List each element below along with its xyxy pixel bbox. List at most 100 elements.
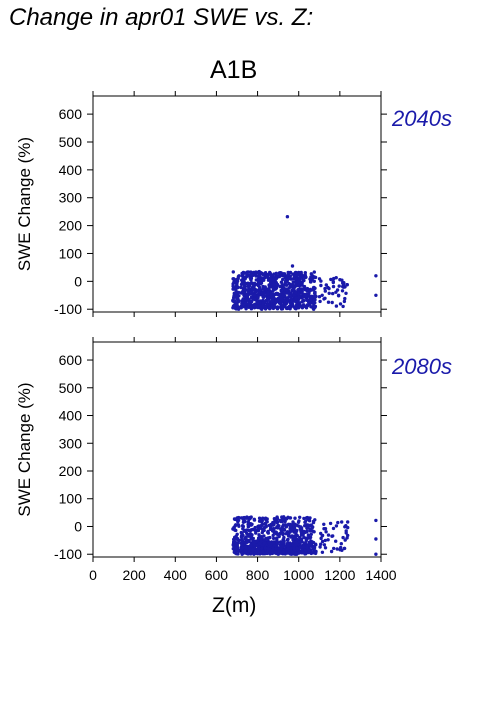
- panel-label-bottom: 2080s: [392, 354, 452, 379]
- data-point: [256, 537, 261, 542]
- data-point: [312, 530, 316, 534]
- data-point: [326, 538, 330, 542]
- data-point: [275, 305, 280, 309]
- data-point: [283, 305, 287, 309]
- data-point: [231, 542, 235, 547]
- data-point: [262, 541, 266, 545]
- data-point: [303, 295, 307, 299]
- data-point: [251, 549, 255, 553]
- y-axis-label: SWE Change (%): [15, 382, 34, 516]
- data-point: [339, 545, 343, 550]
- data-point: [342, 299, 347, 304]
- data-point: [374, 537, 378, 541]
- data-point: [312, 291, 317, 295]
- data-point: [342, 546, 347, 551]
- y-tick-label: 200: [59, 463, 83, 479]
- data-point: [249, 295, 254, 300]
- data-point: [288, 516, 293, 520]
- data-point: [337, 284, 341, 288]
- data-point: [274, 547, 278, 551]
- data-point: [240, 546, 245, 550]
- data-point: [256, 296, 260, 300]
- data-point: [286, 537, 290, 542]
- data-point: [313, 295, 317, 300]
- data-point: [295, 523, 299, 528]
- data-point: [346, 520, 350, 524]
- data-point: [306, 525, 310, 529]
- data-point: [329, 549, 334, 554]
- data-point: [283, 302, 287, 306]
- data-point: [303, 524, 307, 528]
- data-point: [338, 302, 343, 306]
- data-point: [323, 286, 327, 291]
- data-point: [312, 279, 316, 283]
- data-point: [232, 526, 236, 530]
- data-point: [280, 283, 284, 287]
- data-point: [288, 301, 293, 306]
- data-point: [274, 276, 278, 281]
- data-point: [240, 274, 244, 278]
- y-tick-label: 0: [74, 273, 82, 289]
- data-point: [300, 274, 304, 278]
- data-point: [285, 215, 290, 219]
- data-point: [279, 289, 284, 294]
- data-point: [241, 298, 245, 302]
- data-point: [312, 286, 317, 290]
- y-tick-label: 0: [74, 518, 82, 534]
- data-point: [293, 284, 297, 289]
- data-point: [235, 532, 239, 536]
- data-point: [345, 283, 349, 287]
- data-point: [282, 515, 286, 519]
- data-point: [311, 520, 316, 525]
- data-point: [322, 527, 326, 531]
- data-point: [341, 284, 345, 289]
- y-tick-label: 100: [59, 245, 83, 261]
- data-point: [298, 515, 302, 519]
- data-point: [264, 536, 268, 541]
- data-point: [338, 278, 342, 282]
- data-point: [296, 551, 300, 555]
- data-point: [331, 291, 335, 296]
- data-point: [320, 539, 325, 544]
- data-point: [343, 525, 347, 529]
- data-point: [260, 523, 264, 528]
- data-point: [271, 296, 275, 300]
- data-point: [307, 291, 311, 295]
- data-point: [234, 291, 238, 295]
- data-point: [247, 546, 251, 550]
- data-point: [262, 534, 266, 538]
- data-point: [322, 543, 327, 547]
- data-point: [304, 536, 308, 540]
- data-point: [261, 287, 265, 291]
- data-point: [263, 271, 268, 275]
- data-point: [245, 298, 250, 302]
- data-point: [257, 542, 262, 546]
- data-point: [280, 527, 284, 532]
- data-point: [343, 296, 347, 301]
- data-point: [294, 307, 298, 311]
- data-point: [269, 291, 273, 296]
- data-point: [249, 543, 253, 548]
- data-point: [302, 529, 306, 534]
- x-tick-label: 200: [122, 567, 146, 583]
- data-point: [240, 551, 244, 555]
- data-point: [297, 278, 301, 282]
- data-point: [302, 287, 307, 291]
- data-point: [302, 516, 306, 521]
- data-point: [272, 302, 277, 306]
- data-point: [297, 270, 301, 275]
- data-point: [252, 281, 257, 285]
- data-point: [327, 291, 331, 295]
- panel-label-top: 2040s: [392, 106, 452, 131]
- data-point: [292, 522, 296, 526]
- data-point: [308, 288, 313, 293]
- data-point: [231, 287, 236, 291]
- data-point: [328, 521, 333, 526]
- data-point: [257, 533, 261, 537]
- data-point: [314, 543, 318, 547]
- data-point: [281, 277, 285, 282]
- data-point: [295, 546, 299, 551]
- data-point: [304, 305, 309, 309]
- data-point: [243, 545, 248, 549]
- data-point: [374, 552, 378, 556]
